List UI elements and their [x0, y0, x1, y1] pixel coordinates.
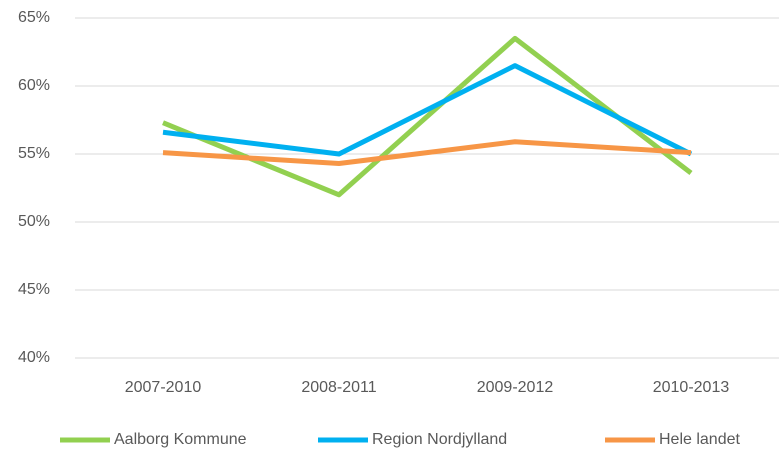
- y-tick-label: 40%: [18, 349, 50, 366]
- y-tick-label: 50%: [18, 213, 50, 230]
- y-tick-label: 60%: [18, 77, 50, 94]
- series-line: [162, 63, 693, 157]
- x-tick-label: 2007-2010: [125, 379, 202, 396]
- legend-label: Region Nordjylland: [372, 431, 507, 448]
- x-tick-label: 2010-2013: [653, 379, 730, 396]
- legend-label: Aalborg Kommune: [114, 431, 247, 448]
- y-tick-label: 45%: [18, 281, 50, 298]
- legend-label: Hele landet: [659, 431, 741, 448]
- x-tick-label: 2009-2012: [477, 379, 554, 396]
- x-tick-label: 2008-2011: [301, 379, 376, 396]
- series-line: [162, 139, 692, 167]
- y-tick-label: 55%: [18, 145, 50, 162]
- y-tick-label: 65%: [18, 9, 50, 26]
